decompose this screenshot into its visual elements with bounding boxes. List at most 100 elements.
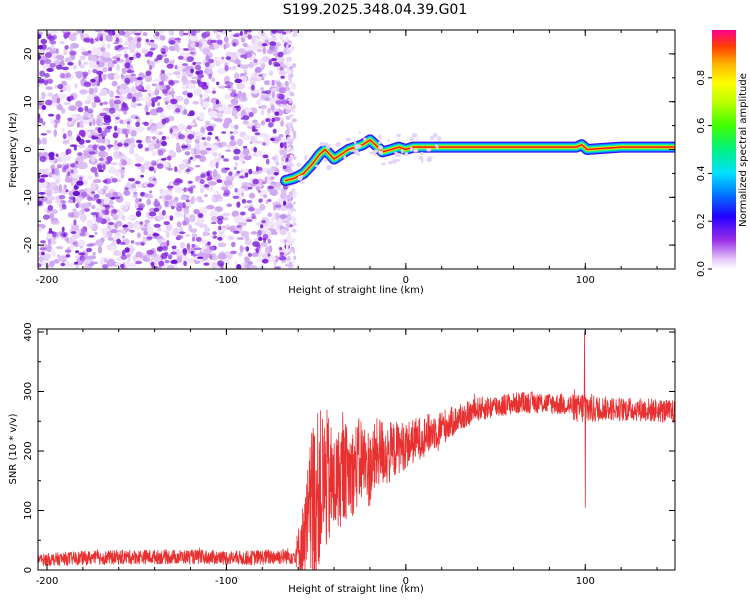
noise-blob <box>171 132 180 136</box>
noise-blob <box>67 262 74 268</box>
noise-blob-dark <box>279 252 284 256</box>
noise-blob-edge <box>288 215 292 219</box>
noise-blob-dark <box>136 139 143 144</box>
noise-blob-dark <box>38 102 45 106</box>
noise-blob-dark <box>61 206 67 210</box>
noise-blob-dark <box>161 141 167 147</box>
noise-blob-dark <box>97 164 103 171</box>
noise-blob-dark <box>191 236 196 242</box>
noise-blob-dark <box>152 178 157 182</box>
noise-blob-edge <box>288 251 292 254</box>
noise-blob-dark <box>151 136 157 140</box>
noise-blob <box>217 142 223 149</box>
noise-blob <box>262 46 267 55</box>
noise-blob-dark <box>212 235 217 239</box>
noise-blob <box>211 261 218 269</box>
noise-blob <box>199 150 208 156</box>
noise-blob-dark <box>216 39 223 45</box>
noise-blob-dark <box>140 242 145 246</box>
ridge-speckle <box>426 148 432 152</box>
colorbar-tick-label: 0.4 <box>696 165 707 181</box>
noise-blob-dark <box>153 207 160 212</box>
noise-blob-dark <box>121 249 126 256</box>
noise-blob-dark <box>273 61 280 66</box>
noise-blob-dark <box>74 261 79 264</box>
noise-blob <box>127 42 137 50</box>
noise-blob <box>91 205 96 209</box>
noise-blob <box>258 105 263 109</box>
noise-blob <box>197 196 202 200</box>
noise-blob-dark <box>257 189 261 193</box>
noise-blob <box>85 202 90 210</box>
noise-blob-dark <box>278 87 286 94</box>
noise-blob <box>257 48 262 53</box>
noise-blob-dark <box>230 250 237 255</box>
noise-blob <box>68 105 77 112</box>
noise-blob-dark <box>91 136 99 140</box>
noise-blob <box>102 66 108 73</box>
noise-blob <box>58 184 62 193</box>
ridge-speckle <box>409 137 414 142</box>
noise-blob-dark <box>274 111 280 116</box>
noise-blob <box>113 170 121 176</box>
noise-blob <box>103 185 109 191</box>
noise-blob-dark <box>175 108 181 113</box>
ridge-speckle <box>372 149 379 153</box>
noise-blob-dark <box>145 71 152 76</box>
noise-blob <box>41 137 48 145</box>
noise-blob <box>123 48 128 55</box>
noise-blob <box>208 181 217 186</box>
noise-blob-dark <box>248 261 254 265</box>
noise-blob-dark <box>151 83 157 87</box>
noise-blob-dark <box>38 178 45 183</box>
noise-blob <box>55 246 64 250</box>
y-tick-label: 0 <box>23 567 34 573</box>
noise-blob-dark <box>123 190 131 196</box>
noise-blob-edge <box>288 137 292 142</box>
noise-blob <box>202 231 209 237</box>
noise-blob <box>261 104 267 110</box>
noise-blob <box>251 252 259 258</box>
noise-blob <box>71 234 80 239</box>
noise-blob <box>122 205 127 213</box>
noise-blob <box>208 185 214 192</box>
noise-blob <box>63 48 68 56</box>
noise-blob-dark <box>230 131 233 134</box>
noise-blob <box>173 41 178 50</box>
x-tick-label: 0 <box>403 576 409 587</box>
noise-blob-dark <box>41 121 46 126</box>
noise-blob <box>77 210 83 216</box>
noise-blob <box>75 100 83 108</box>
ridge-speckle <box>410 146 413 152</box>
noise-blob-dark <box>190 30 197 37</box>
noise-blob-dark <box>190 254 199 257</box>
noise-blob <box>256 99 262 106</box>
noise-blob <box>79 120 83 126</box>
noise-blob <box>176 65 183 73</box>
noise-blob-dark <box>174 166 178 173</box>
noise-blob <box>191 233 198 238</box>
noise-blob-edge <box>286 44 289 50</box>
noise-blob-dark <box>124 53 129 59</box>
noise-blob <box>259 203 266 211</box>
noise-blob <box>214 206 223 213</box>
noise-blob <box>230 98 239 106</box>
noise-blob <box>132 194 138 198</box>
noise-blob-dark <box>89 122 92 127</box>
noise-blob-dark <box>103 117 112 124</box>
noise-blob <box>95 206 104 214</box>
noise-blob-dark <box>232 34 239 37</box>
noise-blob-dark <box>116 238 121 245</box>
noise-blob <box>39 98 45 102</box>
noise-blob <box>173 229 178 236</box>
noise-blob-dark <box>174 65 178 70</box>
noise-blob <box>121 229 126 235</box>
noise-blob-dark <box>187 158 191 164</box>
noise-blob-dark <box>69 95 74 101</box>
noise-blob-dark <box>38 33 42 40</box>
y-tick-label: 10 <box>23 95 34 108</box>
noise-blob <box>164 194 173 201</box>
noise-blob <box>50 217 59 222</box>
noise-blob-dark <box>143 230 148 236</box>
snr-x-ticks: -200 -100 0 100 <box>36 329 658 587</box>
